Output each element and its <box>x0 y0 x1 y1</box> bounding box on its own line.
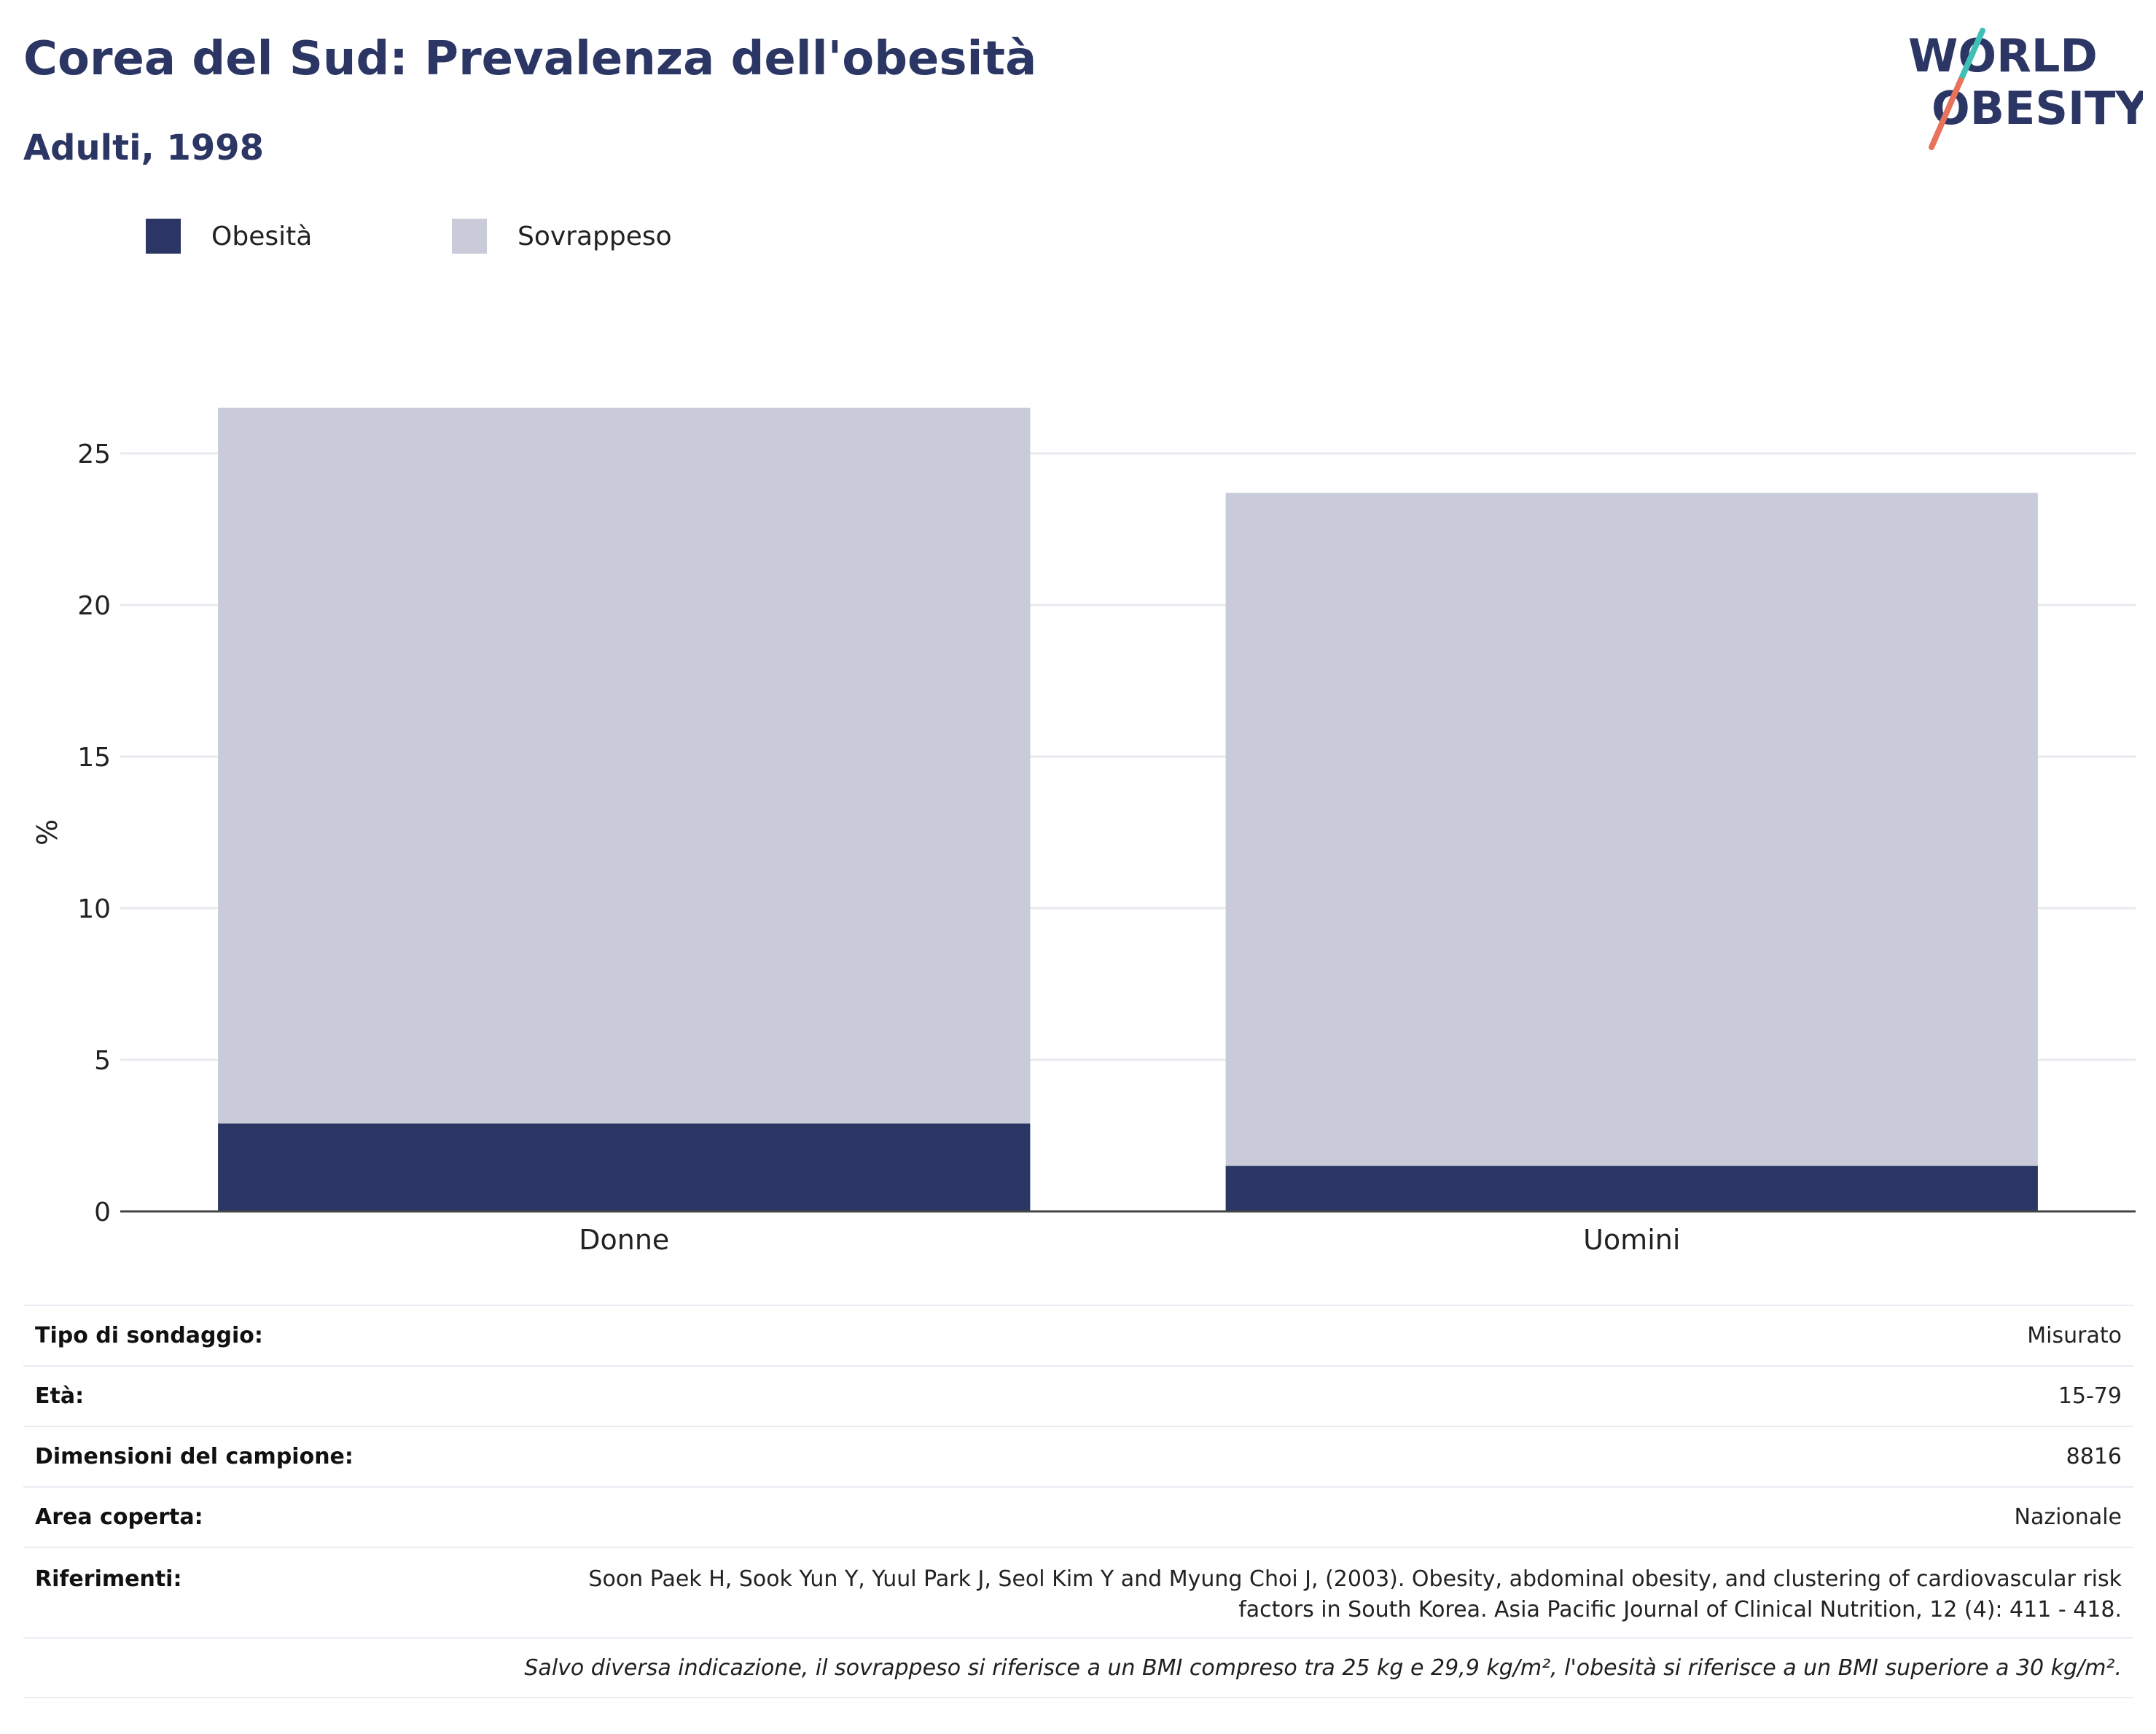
legend-swatch-obesity <box>146 219 181 254</box>
info-row-age: Età: 15-79 <box>23 1365 2133 1426</box>
info-value: Nazionale <box>2014 1504 2122 1530</box>
x-tick-label: Uomini <box>1583 1224 1680 1256</box>
info-key: Area coperta: <box>35 1504 203 1530</box>
definition-note: Salvo diversa indicazione, il sovrappeso… <box>524 1655 2122 1681</box>
y-axis-label: % <box>31 819 63 845</box>
y-tick-label: 20 <box>77 591 111 621</box>
logo-slash-coral <box>1929 77 1964 150</box>
chart-title: Corea del Sud: Prevalenza dell'obesità <box>23 32 1037 86</box>
survey-info-table: Tipo di sondaggio: Misurato Età: 15-79 D… <box>23 1305 2133 1698</box>
info-row-area: Area coperta: Nazionale <box>23 1486 2133 1547</box>
y-tick-label: 5 <box>94 1046 111 1076</box>
legend-item-obesity[interactable]: Obesità <box>146 219 312 254</box>
y-tick-label: 0 <box>94 1198 111 1227</box>
info-value: 8816 <box>2066 1444 2122 1469</box>
logo-line1: WORLD <box>1908 29 2098 82</box>
y-tick-label: 10 <box>77 894 111 924</box>
bar-obesity-donne <box>218 1123 1031 1211</box>
bar-overweight-uomini <box>1225 493 2038 1166</box>
world-obesity-logo: WORLD OBESITY <box>1908 28 2143 150</box>
chart-subtitle: Adulti, 1998 <box>23 128 265 168</box>
bar-overweight-donne <box>218 407 1031 1124</box>
info-row-note: Salvo diversa indicazione, il sovrappeso… <box>23 1637 2133 1698</box>
x-tick-label: Donne <box>579 1224 669 1256</box>
info-row-sample-size: Dimensioni del campione: 8816 <box>23 1426 2133 1486</box>
legend-swatch-overweight <box>452 219 487 254</box>
info-value: 15-79 <box>2058 1383 2122 1409</box>
info-key: Dimensioni del campione: <box>35 1444 354 1469</box>
info-value: Misurato <box>2027 1323 2122 1348</box>
logo-line2: OBESITY <box>1932 82 2143 135</box>
info-key: Età: <box>35 1383 85 1409</box>
bar-chart: 0 5 10 15 20 25% Donne Uomini <box>31 407 2136 1256</box>
bar-obesity-uomini <box>1225 1165 2038 1211</box>
y-tick-label: 15 <box>77 743 111 773</box>
legend-label-overweight: Sovrappeso <box>517 221 672 251</box>
logo-slash-teal <box>1958 28 1985 83</box>
info-key: Riferimenti: <box>35 1566 182 1592</box>
info-row-references: Riferimenti: Soon Paek H, Sook Yun Y, Yu… <box>23 1547 2133 1637</box>
legend-label-obesity: Obesità <box>211 221 313 251</box>
references-text: Soon Paek H, Sook Yun Y, Yuul Park J, Se… <box>588 1566 2122 1622</box>
info-key: Tipo di sondaggio: <box>35 1323 263 1348</box>
info-row-survey-type: Tipo di sondaggio: Misurato <box>23 1305 2133 1365</box>
y-tick-label: 25 <box>77 440 111 469</box>
legend-item-overweight[interactable]: Sovrappeso <box>452 219 672 254</box>
